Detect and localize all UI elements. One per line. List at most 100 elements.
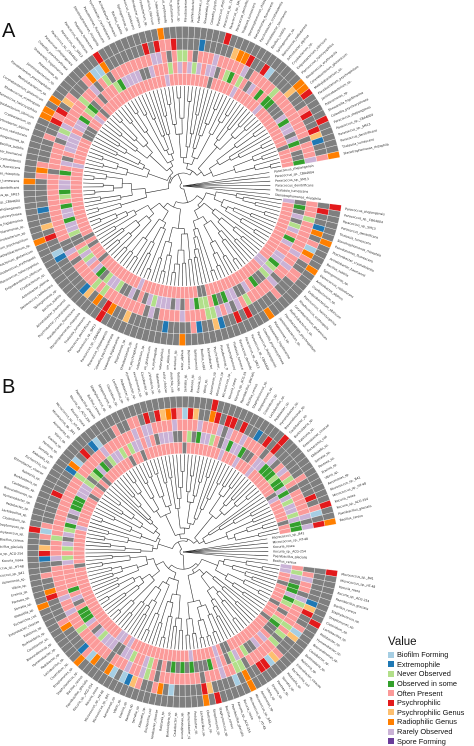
circular-tree-a: Paracoccus_zhejiangensisParacoccus_sp._C…	[0, 0, 474, 370]
heatmap-cell	[39, 551, 51, 557]
heatmap-cell	[73, 555, 85, 560]
tip-label: Brevundimonas_sp.	[180, 712, 184, 739]
tip-label: Kocuria_rosea	[2, 558, 24, 563]
tip-label: Sphingomonas_sp.	[193, 349, 199, 370]
tip-label: Ralstonia_sp.	[155, 373, 162, 394]
heatmap-cell	[180, 650, 184, 662]
legend-label: Psychrophilic Genus	[397, 708, 464, 717]
legend-swatch	[388, 729, 394, 735]
tip-label: Staphylococcus_sp.	[0, 529, 24, 536]
heatmap-cell	[188, 408, 194, 420]
heatmap-cell	[170, 396, 177, 408]
tip-label: Thalassia_tumescens	[0, 178, 20, 183]
heatmap-cell	[23, 178, 35, 184]
tip-label: Bacillus_cereus	[0, 537, 24, 543]
heatmap-cell	[73, 547, 85, 552]
legend-label: Radiophilic Genus	[397, 717, 457, 726]
heatmap-cell	[188, 650, 193, 662]
heatmap-cell	[50, 551, 62, 556]
heatmap-cell	[36, 196, 48, 203]
legend-item: Observed in some	[388, 679, 474, 689]
legend-label: Biofilm Forming	[397, 650, 448, 659]
heatmap-cell	[174, 310, 180, 322]
heatmap-cell	[182, 442, 186, 454]
heatmap-cell	[182, 50, 187, 62]
heatmap-cell	[190, 310, 196, 322]
heatmap-cell	[35, 179, 47, 185]
tip-label: Ralstonia_sp.	[159, 710, 166, 731]
heatmap-cell	[185, 696, 191, 708]
tip-label: Stenotrophomonas_rhizophila	[0, 169, 20, 176]
legend-swatch	[388, 738, 394, 744]
heatmap-cell	[59, 185, 71, 190]
tip-label: Arthrobacter_alpinus	[180, 349, 184, 370]
tip-label: Burkholderia_sp.	[165, 711, 171, 737]
heatmap-cell	[171, 408, 177, 420]
heatmap-cell	[190, 684, 196, 696]
heatmap-cell	[27, 550, 39, 556]
heatmap-cell	[171, 50, 177, 62]
legend-label: Extremophile	[397, 660, 440, 669]
heatmap-cell	[173, 322, 179, 334]
heatmap-cell	[179, 696, 185, 708]
heatmap-cell	[178, 442, 182, 454]
tip-label: Pedobacter_sp.	[193, 711, 199, 735]
tip-label: Escherichia_coli	[169, 372, 175, 393]
legend-swatch	[388, 661, 394, 667]
tip-label: Kocuria_sp._ACG-254	[273, 549, 306, 553]
heatmap-cell	[177, 50, 182, 62]
heatmap-cell	[62, 546, 74, 551]
tip-label: Serratia_sp.	[183, 374, 187, 392]
heatmap-cell	[182, 38, 188, 50]
heatmap-cell	[182, 73, 186, 85]
heatmap-cell	[185, 322, 191, 334]
heatmap-cell	[180, 673, 185, 685]
heatmap-cell	[185, 310, 191, 322]
heatmap-cell	[28, 562, 40, 569]
tip-label: Paracoccus_denitrificans	[0, 186, 20, 190]
heatmap-cell	[50, 560, 62, 566]
tip-label: Streptomyces_sp.	[0, 522, 25, 530]
heatmap-cell	[189, 286, 194, 298]
tip-label: Methylobacterium_sp.	[176, 0, 181, 22]
heatmap-cell	[47, 195, 59, 201]
tip-label: Bacillus_subtilis	[200, 349, 207, 370]
heatmap-cell	[179, 685, 185, 697]
heatmap-cell	[173, 431, 178, 443]
tip-label: Deinococcus_radiodurans	[187, 350, 192, 370]
tip-label: Pantoea_sp.	[190, 374, 195, 393]
heatmap-cell	[176, 408, 182, 420]
heatmap-cell	[39, 556, 51, 562]
tip-label: Polaromonas_sp.	[196, 0, 202, 23]
heatmap-cell	[178, 73, 183, 85]
legend-label: Spore Forming	[397, 737, 446, 746]
heatmap-cell	[191, 333, 198, 345]
legend-item: Psychrophilic	[388, 698, 474, 708]
heatmap-cell	[179, 322, 185, 334]
heatmap-cell	[27, 544, 39, 550]
legend-swatch	[388, 681, 394, 687]
panel-label-b: B	[2, 376, 15, 399]
tip-label: Flavobacterium_psychrophilum	[183, 0, 188, 22]
legend-swatch	[388, 709, 394, 715]
heatmap-cell	[172, 419, 178, 431]
heatmap-cell	[190, 673, 196, 685]
heatmap-cell	[62, 555, 74, 560]
heatmap-cell	[174, 685, 180, 697]
heatmap-cell	[39, 561, 51, 568]
heatmap-cell	[185, 298, 190, 310]
heatmap-cell	[173, 334, 180, 346]
heatmap-cell	[70, 185, 82, 189]
heatmap-cell	[188, 27, 195, 39]
heatmap-cell	[179, 334, 185, 346]
legend-swatch	[388, 719, 394, 725]
heatmap-cell	[50, 545, 62, 550]
legend-title: Value	[388, 636, 474, 648]
tip-label: Cryobacterium_sp.	[172, 350, 177, 370]
heatmap-cell	[27, 556, 39, 563]
tip-label: Hymenobacter_sp.	[187, 712, 192, 739]
heatmap-cell	[185, 673, 190, 685]
legend-label: Often Present	[397, 689, 443, 698]
legend-item: Often Present	[388, 688, 474, 698]
